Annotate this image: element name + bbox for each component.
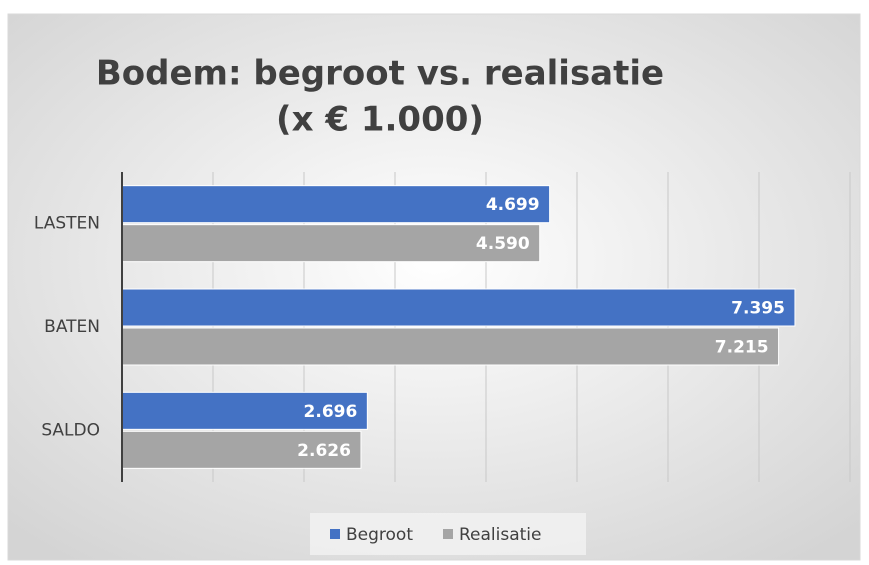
chart-area	[7, 13, 861, 561]
y-tick-label: BATEN	[44, 317, 100, 337]
bar	[121, 327, 780, 366]
bar	[121, 430, 362, 469]
legend-swatch	[330, 529, 340, 539]
legend-swatch	[443, 529, 453, 539]
bar	[121, 288, 796, 327]
bar	[121, 224, 541, 263]
y-tick-label: LASTEN	[34, 214, 100, 234]
data-label: 7.215	[715, 338, 769, 358]
data-label: 4.590	[476, 234, 530, 254]
legend-label: Begroot	[346, 525, 413, 545]
data-label: 7.395	[731, 299, 785, 319]
legend-label: Realisatie	[459, 525, 542, 545]
y-tick-label: SALDO	[41, 420, 100, 440]
data-label: 4.699	[486, 195, 540, 215]
bar	[121, 391, 368, 430]
chart-title: Bodem: begroot vs. realisatie	[96, 54, 664, 94]
chart-title: (x € 1.000)	[276, 100, 484, 140]
data-label: 2.626	[297, 441, 351, 461]
data-label: 2.696	[304, 402, 358, 422]
